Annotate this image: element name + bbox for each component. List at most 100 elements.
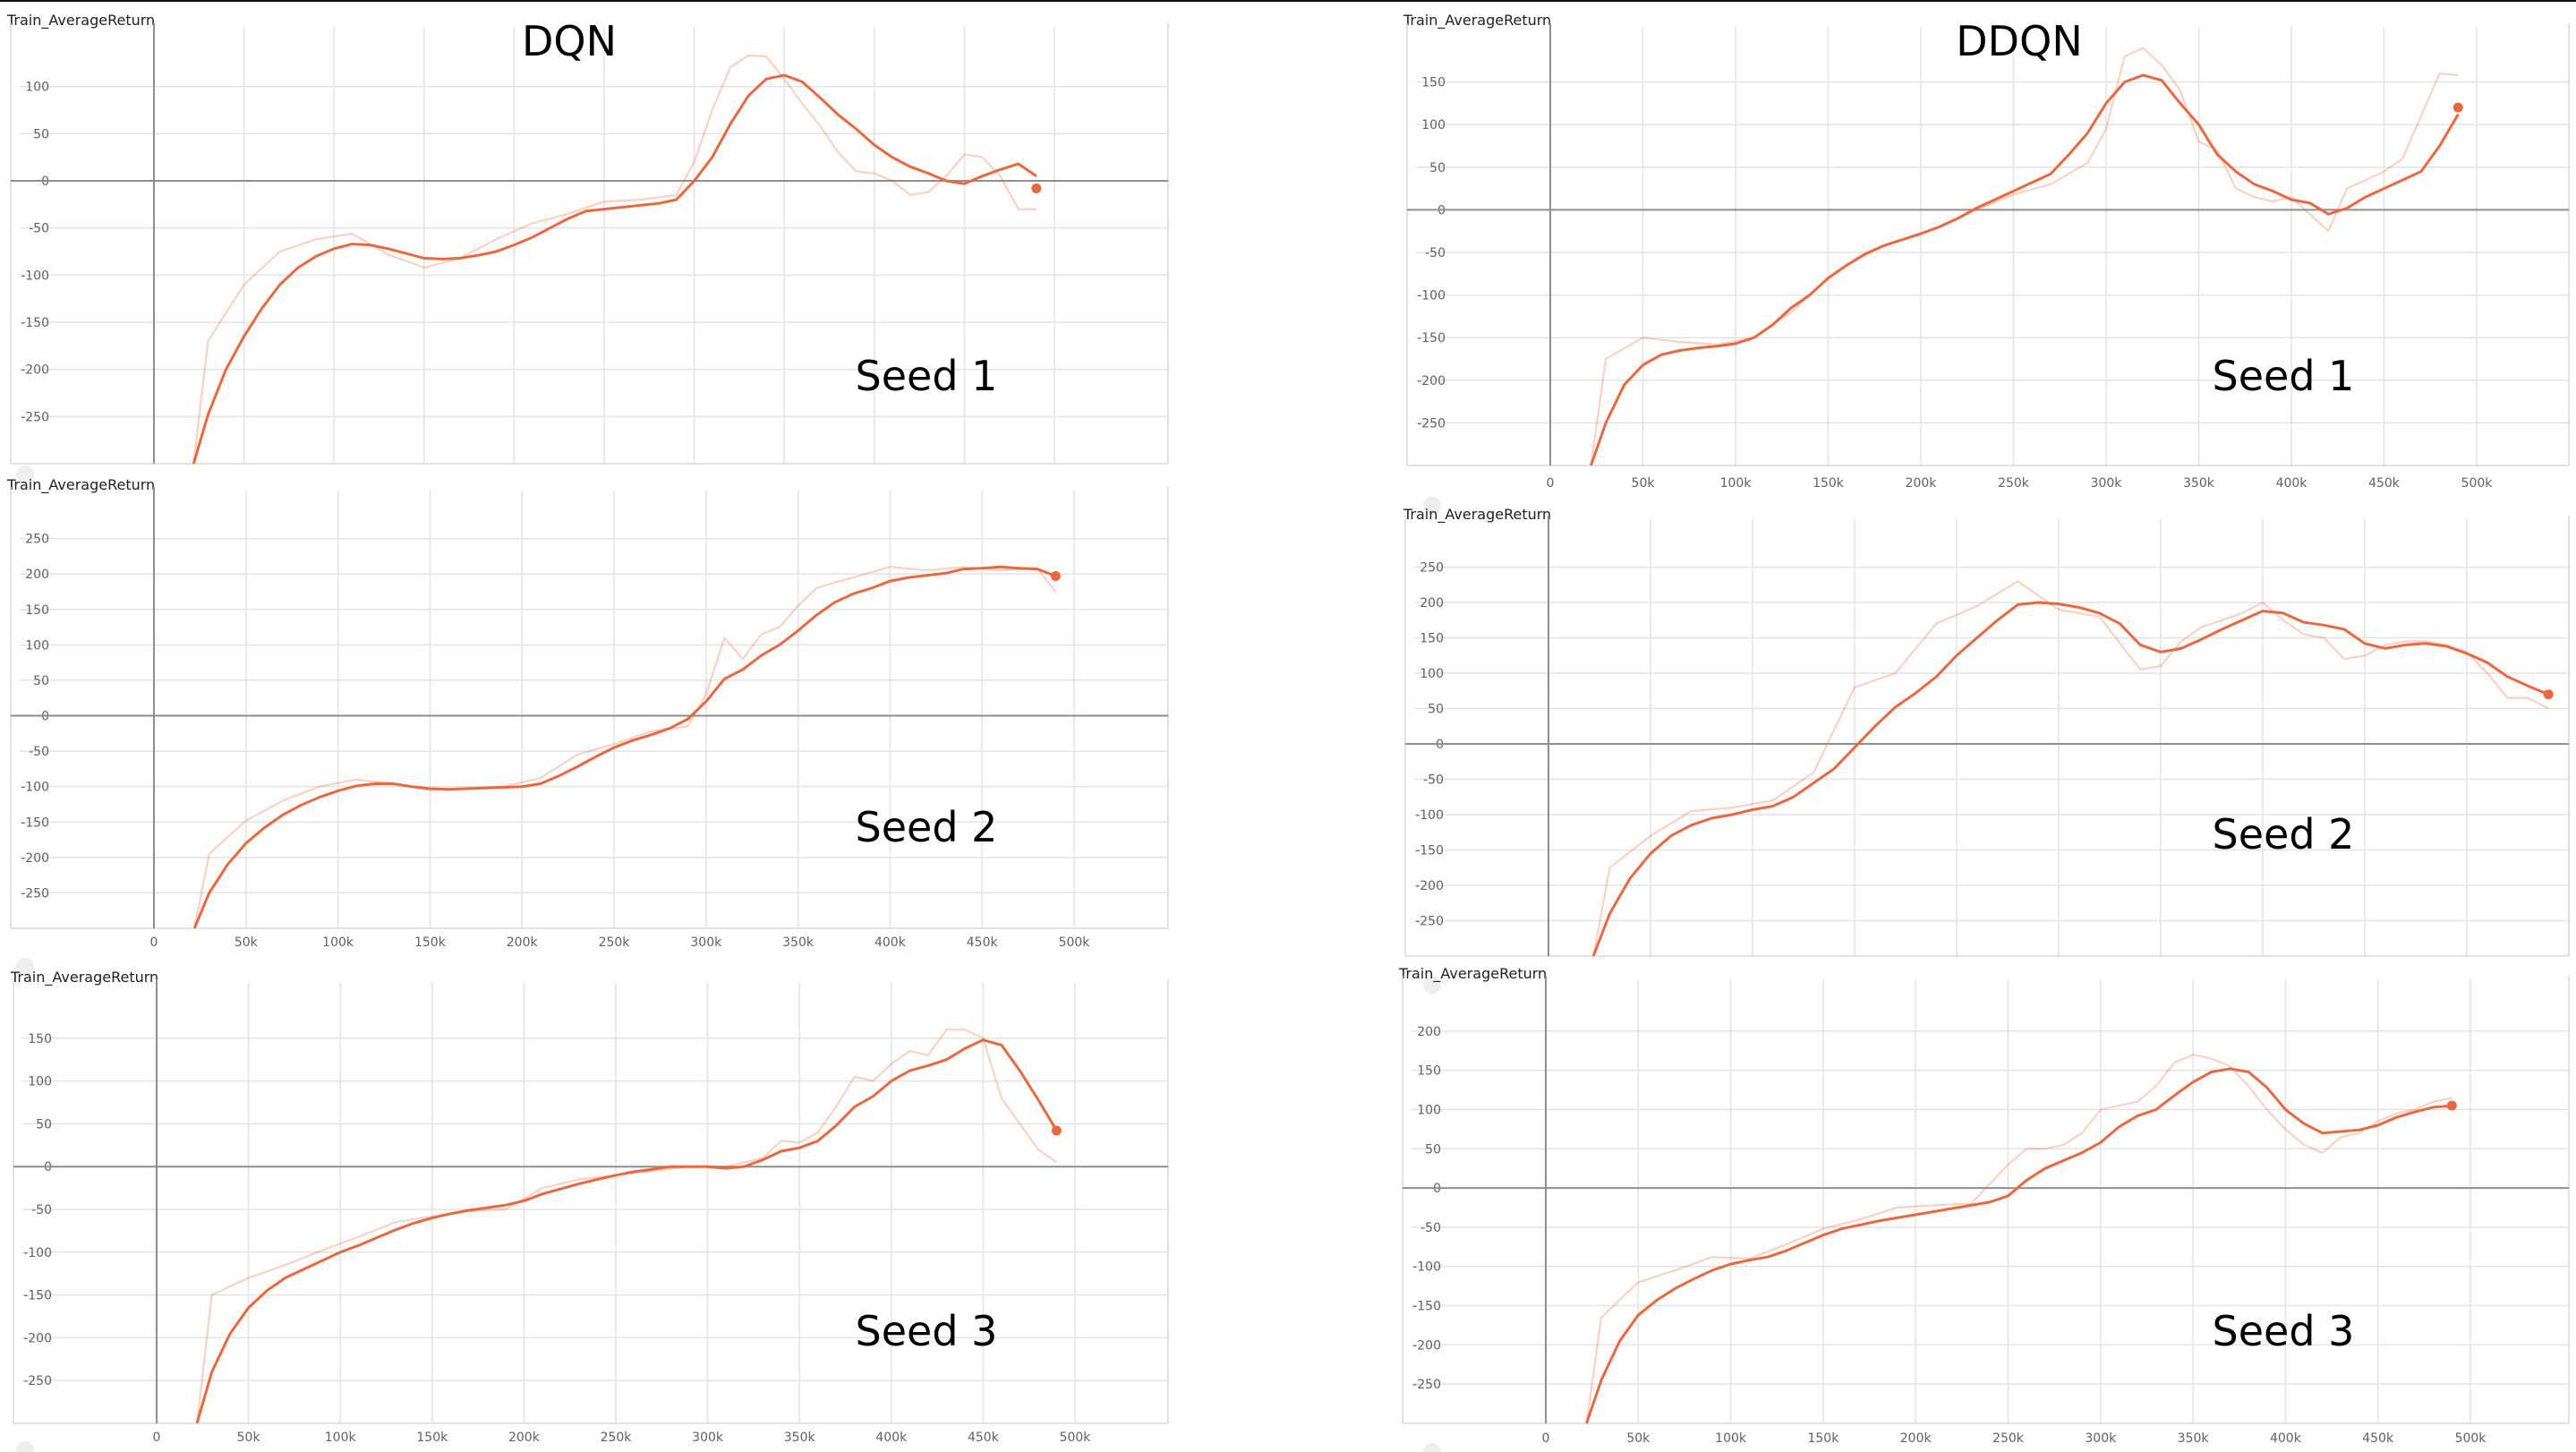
x-tick-label: 0 <box>153 1431 161 1445</box>
x-tick-label: 150k <box>1813 476 1845 491</box>
x-tick-label: 150k <box>1807 1431 1839 1446</box>
y-tick-label: 50 <box>1425 1142 1441 1157</box>
seed-label: Seed 2 <box>2213 810 2355 858</box>
x-tick-label: 350k <box>2178 1431 2210 1446</box>
expand-chart-icon[interactable] <box>16 1441 34 1452</box>
x-tick-label: 500k <box>2455 1431 2487 1446</box>
seed-label: Seed 1 <box>856 352 998 400</box>
y-tick-label: 150 <box>25 603 49 618</box>
y-tick-label: 250 <box>1420 561 1444 576</box>
x-tick-label: 0 <box>1547 476 1555 491</box>
chart-title: Train_AverageReturn <box>6 12 155 30</box>
chart-panel-6: Train_AverageReturn 200 150 100 50 0 -50 -100 -1… <box>1398 965 2570 1452</box>
expand-chart-icon[interactable] <box>16 958 34 976</box>
x-tick-label: 0 <box>150 935 158 950</box>
y-tick-label: -50 <box>29 745 49 759</box>
y-tick-label: 150 <box>28 1032 52 1046</box>
y-tick-label: -200 <box>1412 1338 1441 1353</box>
y-tick-label: 150 <box>1421 76 1446 90</box>
x-tick-label: 200k <box>1900 1431 1932 1446</box>
y-tick-label: -200 <box>23 1331 52 1345</box>
chart-panel-5: Train_AverageReturn250200150100500-50-10… <box>1403 506 2570 994</box>
x-tick-label: 50k <box>235 935 259 950</box>
y-tick-label: 200 <box>1417 1025 1441 1039</box>
y-tick-label: -50 <box>29 222 49 236</box>
expand-chart-icon[interactable] <box>16 465 34 483</box>
y-tick-label: -250 <box>1415 915 1444 929</box>
x-tick-label: 100k <box>1715 1431 1747 1446</box>
raw-series-line <box>1592 579 2549 956</box>
x-tick-label: 250k <box>1992 1431 2025 1446</box>
y-tick-label: -200 <box>1415 879 1444 893</box>
x-tick-label: 500k <box>2461 476 2494 491</box>
y-tick-label: 100 <box>25 638 49 653</box>
expand-chart-icon[interactable] <box>1423 497 1441 515</box>
expand-chart-icon[interactable] <box>1423 976 1441 994</box>
y-tick-label: 100 <box>1417 1103 1441 1117</box>
x-tick-label: 350k <box>784 1431 816 1445</box>
ddqn-heading: DDQN <box>1956 17 2082 65</box>
seed-label: Seed 3 <box>856 1307 998 1355</box>
smoothed-series-line <box>1590 73 2460 465</box>
raw-series-line <box>1585 1053 2452 1423</box>
x-tick-label: 300k <box>2085 1431 2117 1446</box>
raw-series-line <box>196 1029 1058 1423</box>
y-tick-label: -150 <box>21 816 49 830</box>
y-tick-label: 100 <box>28 1075 52 1089</box>
x-tick-label: 50k <box>237 1431 261 1445</box>
x-tick-label: 200k <box>508 1431 541 1445</box>
x-tick-label: 50k <box>1626 1431 1651 1446</box>
y-tick-label: -250 <box>21 410 49 424</box>
series-end-marker <box>1051 1125 1062 1136</box>
x-tick-label: 450k <box>2368 476 2401 491</box>
chart-panel-3: Train_AverageReturn 150 100 50 0 -50 -100 -150 -… <box>10 969 1169 1452</box>
y-tick-label: -200 <box>21 363 49 378</box>
x-tick-label: 200k <box>1906 476 1938 491</box>
y-tick-label: 250 <box>25 533 49 547</box>
chart-title: Train_AverageReturn <box>1398 965 1547 983</box>
y-tick-label: 150 <box>1417 1064 1441 1079</box>
y-tick-label: 50 <box>33 674 49 688</box>
x-tick-label: 300k <box>690 935 722 950</box>
y-tick-label: -50 <box>1420 1221 1441 1235</box>
smoothed-series-line <box>1591 601 2549 956</box>
y-tick-label: 100 <box>25 81 49 95</box>
expand-chart-icon[interactable] <box>1423 1443 1441 1452</box>
y-tick-label: -200 <box>21 851 49 866</box>
x-tick-label: 100k <box>1720 476 1753 491</box>
x-tick-label: 150k <box>414 935 447 950</box>
y-tick-label: 200 <box>1420 596 1444 611</box>
chart-panels: Train_AverageReturn 100 50 0 -50 -100 -150 -200… <box>6 12 2570 1452</box>
x-tick-label: 350k <box>2183 476 2215 491</box>
x-tick-label: 300k <box>692 1431 724 1445</box>
x-tick-label: 450k <box>968 1431 1000 1445</box>
y-tick-label: -250 <box>21 886 49 901</box>
chart-panel-1: Train_AverageReturn100500-50-100-150-200… <box>6 12 1169 483</box>
x-tick-label: 200k <box>507 935 539 950</box>
y-tick-label: 150 <box>1420 632 1444 646</box>
seed-label: Seed 3 <box>2213 1307 2355 1355</box>
y-tick-label: -250 <box>1417 416 1446 431</box>
x-tick-label: 400k <box>874 935 907 950</box>
series-end-marker <box>1050 571 1061 582</box>
x-tick-label: 50k <box>1632 476 1656 491</box>
smoothed-series-line <box>192 565 1056 928</box>
x-tick-label: 300k <box>2091 476 2123 491</box>
y-tick-label: -50 <box>1423 773 1444 788</box>
x-tick-label: 250k <box>599 935 631 950</box>
y-tick-label: -200 <box>1417 374 1446 389</box>
x-tick-label: 400k <box>2276 476 2308 491</box>
y-tick-label: -100 <box>1412 1260 1441 1275</box>
chart-title: Train_AverageReturn <box>1403 12 1551 30</box>
y-tick-label: 100 <box>1421 118 1446 132</box>
y-tick-label: -250 <box>23 1374 52 1388</box>
y-tick-label: 50 <box>36 1117 52 1132</box>
series-end-marker <box>1031 183 1042 193</box>
y-tick-label: -250 <box>1412 1378 1441 1392</box>
chart-panel-2: Train_AverageReturn 250 200 150 100 50 0 -50 -10… <box>6 476 1169 976</box>
smoothed-series-line <box>195 1038 1058 1423</box>
x-tick-label: 500k <box>1059 935 1091 950</box>
seed-label: Seed 1 <box>2213 352 2355 400</box>
y-tick-label: 100 <box>1420 667 1444 681</box>
